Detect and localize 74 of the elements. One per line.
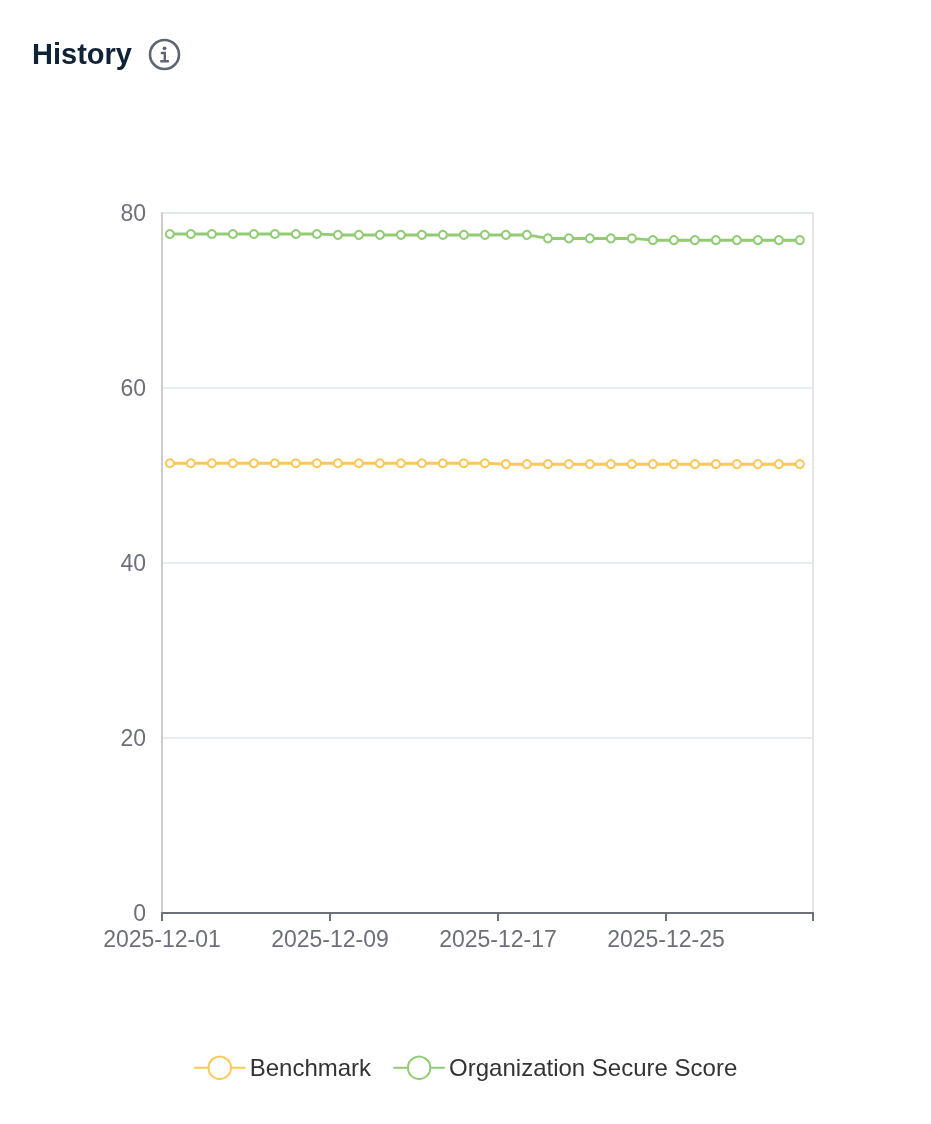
- point: [353, 458, 364, 469]
- point: [395, 229, 406, 240]
- point: [332, 458, 343, 469]
- point: [647, 235, 658, 246]
- point: [479, 458, 490, 469]
- point: [731, 235, 742, 246]
- point: [353, 229, 364, 240]
- point: [290, 229, 301, 239]
- point: [416, 229, 427, 240]
- y-tick-label: 40: [120, 550, 146, 576]
- point: [458, 229, 469, 240]
- point: [374, 458, 385, 469]
- point: [626, 233, 637, 244]
- point: [500, 459, 511, 470]
- point: [773, 235, 784, 246]
- y-tick-label: 80: [120, 200, 146, 226]
- point: [584, 233, 595, 244]
- point: [542, 459, 553, 470]
- point: [269, 229, 280, 239]
- point: [752, 459, 763, 470]
- point: [374, 229, 385, 240]
- legend-label: Organization Secure Score: [449, 1054, 738, 1082]
- point: [479, 229, 490, 240]
- point: [563, 233, 574, 244]
- point: [689, 235, 700, 246]
- point: [668, 235, 679, 246]
- point: [437, 458, 448, 469]
- point: [794, 235, 805, 246]
- point: [227, 229, 238, 239]
- chart-title: History: [32, 38, 132, 70]
- point: [332, 229, 343, 240]
- point: [626, 459, 637, 470]
- point: [206, 229, 217, 239]
- point: [206, 458, 217, 469]
- point: [290, 458, 301, 469]
- point: [647, 459, 658, 470]
- point: [437, 229, 448, 240]
- point: [752, 235, 763, 246]
- x-tick-label: 2025-12-25: [607, 925, 725, 952]
- point: [269, 458, 280, 469]
- point: [458, 458, 469, 469]
- point: [416, 458, 427, 469]
- point: [668, 459, 679, 470]
- point: [710, 459, 721, 470]
- point: [689, 459, 700, 470]
- point: [395, 458, 406, 469]
- point: [542, 233, 553, 244]
- legend-label: Benchmark: [249, 1054, 373, 1082]
- point: [500, 229, 511, 240]
- point: [185, 458, 196, 469]
- point: [794, 459, 805, 470]
- point: [605, 233, 616, 244]
- y-tick-label: 0: [133, 900, 146, 926]
- point: [584, 459, 595, 470]
- point: [311, 458, 322, 469]
- point: [521, 459, 532, 470]
- point: [710, 235, 721, 246]
- point: [731, 459, 742, 470]
- point: [164, 229, 175, 239]
- point: [605, 459, 616, 470]
- point: [227, 458, 238, 469]
- x-tick-label: 2025-12-01: [103, 925, 221, 952]
- point: [521, 229, 532, 240]
- point: [248, 229, 259, 239]
- point: [773, 459, 784, 470]
- x-tick-label: 2025-12-09: [271, 925, 389, 952]
- point: [185, 229, 196, 239]
- point: [563, 459, 574, 470]
- y-tick-label: 20: [120, 725, 146, 751]
- y-tick-label: 60: [120, 375, 146, 401]
- point: [248, 458, 259, 469]
- point: [311, 229, 322, 239]
- point: [164, 458, 175, 469]
- x-tick-label: 2025-12-17: [439, 925, 557, 952]
